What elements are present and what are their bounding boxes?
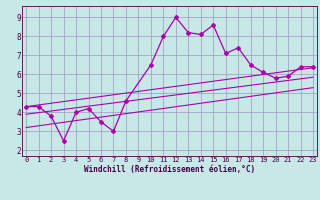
X-axis label: Windchill (Refroidissement éolien,°C): Windchill (Refroidissement éolien,°C) bbox=[84, 165, 255, 174]
